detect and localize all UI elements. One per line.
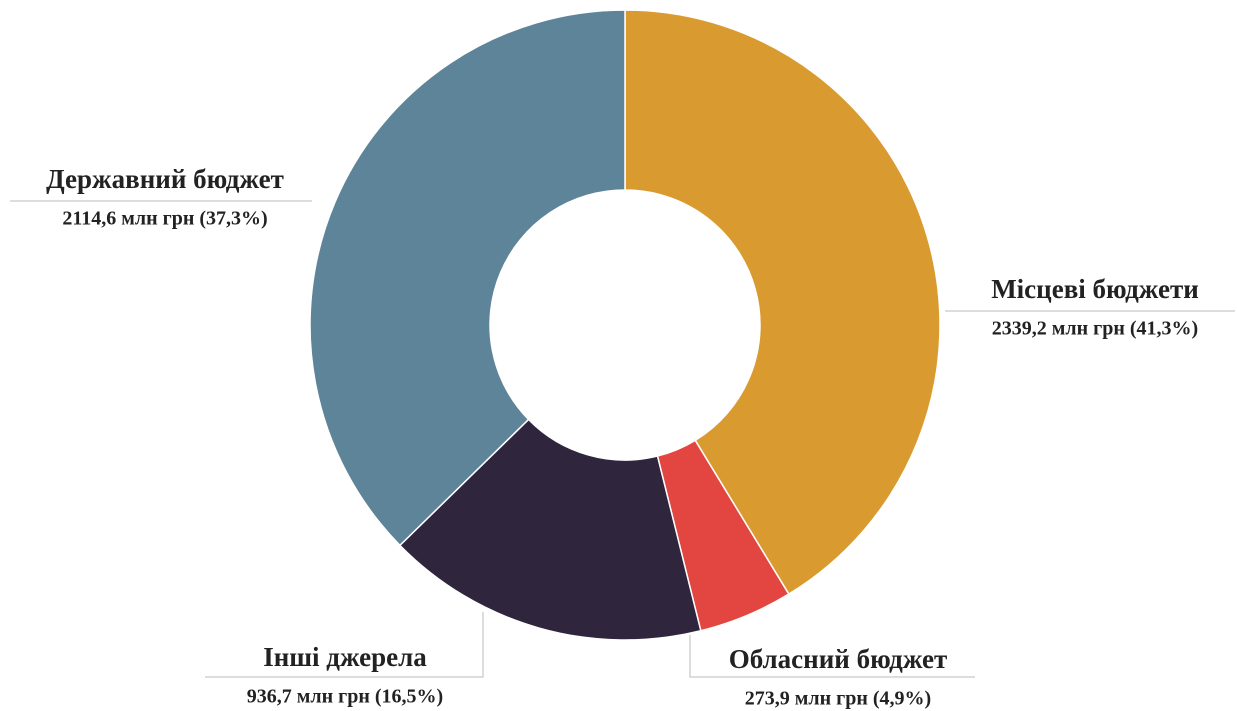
slice [624,9,941,596]
slice-label: Обласний бюджет [729,644,948,674]
value-label: 936,7 млн грн (16,5%) [247,686,443,708]
slice [309,9,626,547]
slice-label: Інші джерела [263,642,427,672]
slice [398,418,702,641]
value-label: 2339,2 млн грн (41,3%) [992,318,1198,340]
leader-line [205,612,484,678]
slice-label: Державний бюджет [46,164,284,194]
value-label: 2114,6 млн грн (37,3%) [62,208,267,230]
leader-line [689,635,975,678]
slice-label: Місцеві бюджети [991,274,1199,304]
value-label: 273,9 млн грн (4,9%) [745,688,931,710]
